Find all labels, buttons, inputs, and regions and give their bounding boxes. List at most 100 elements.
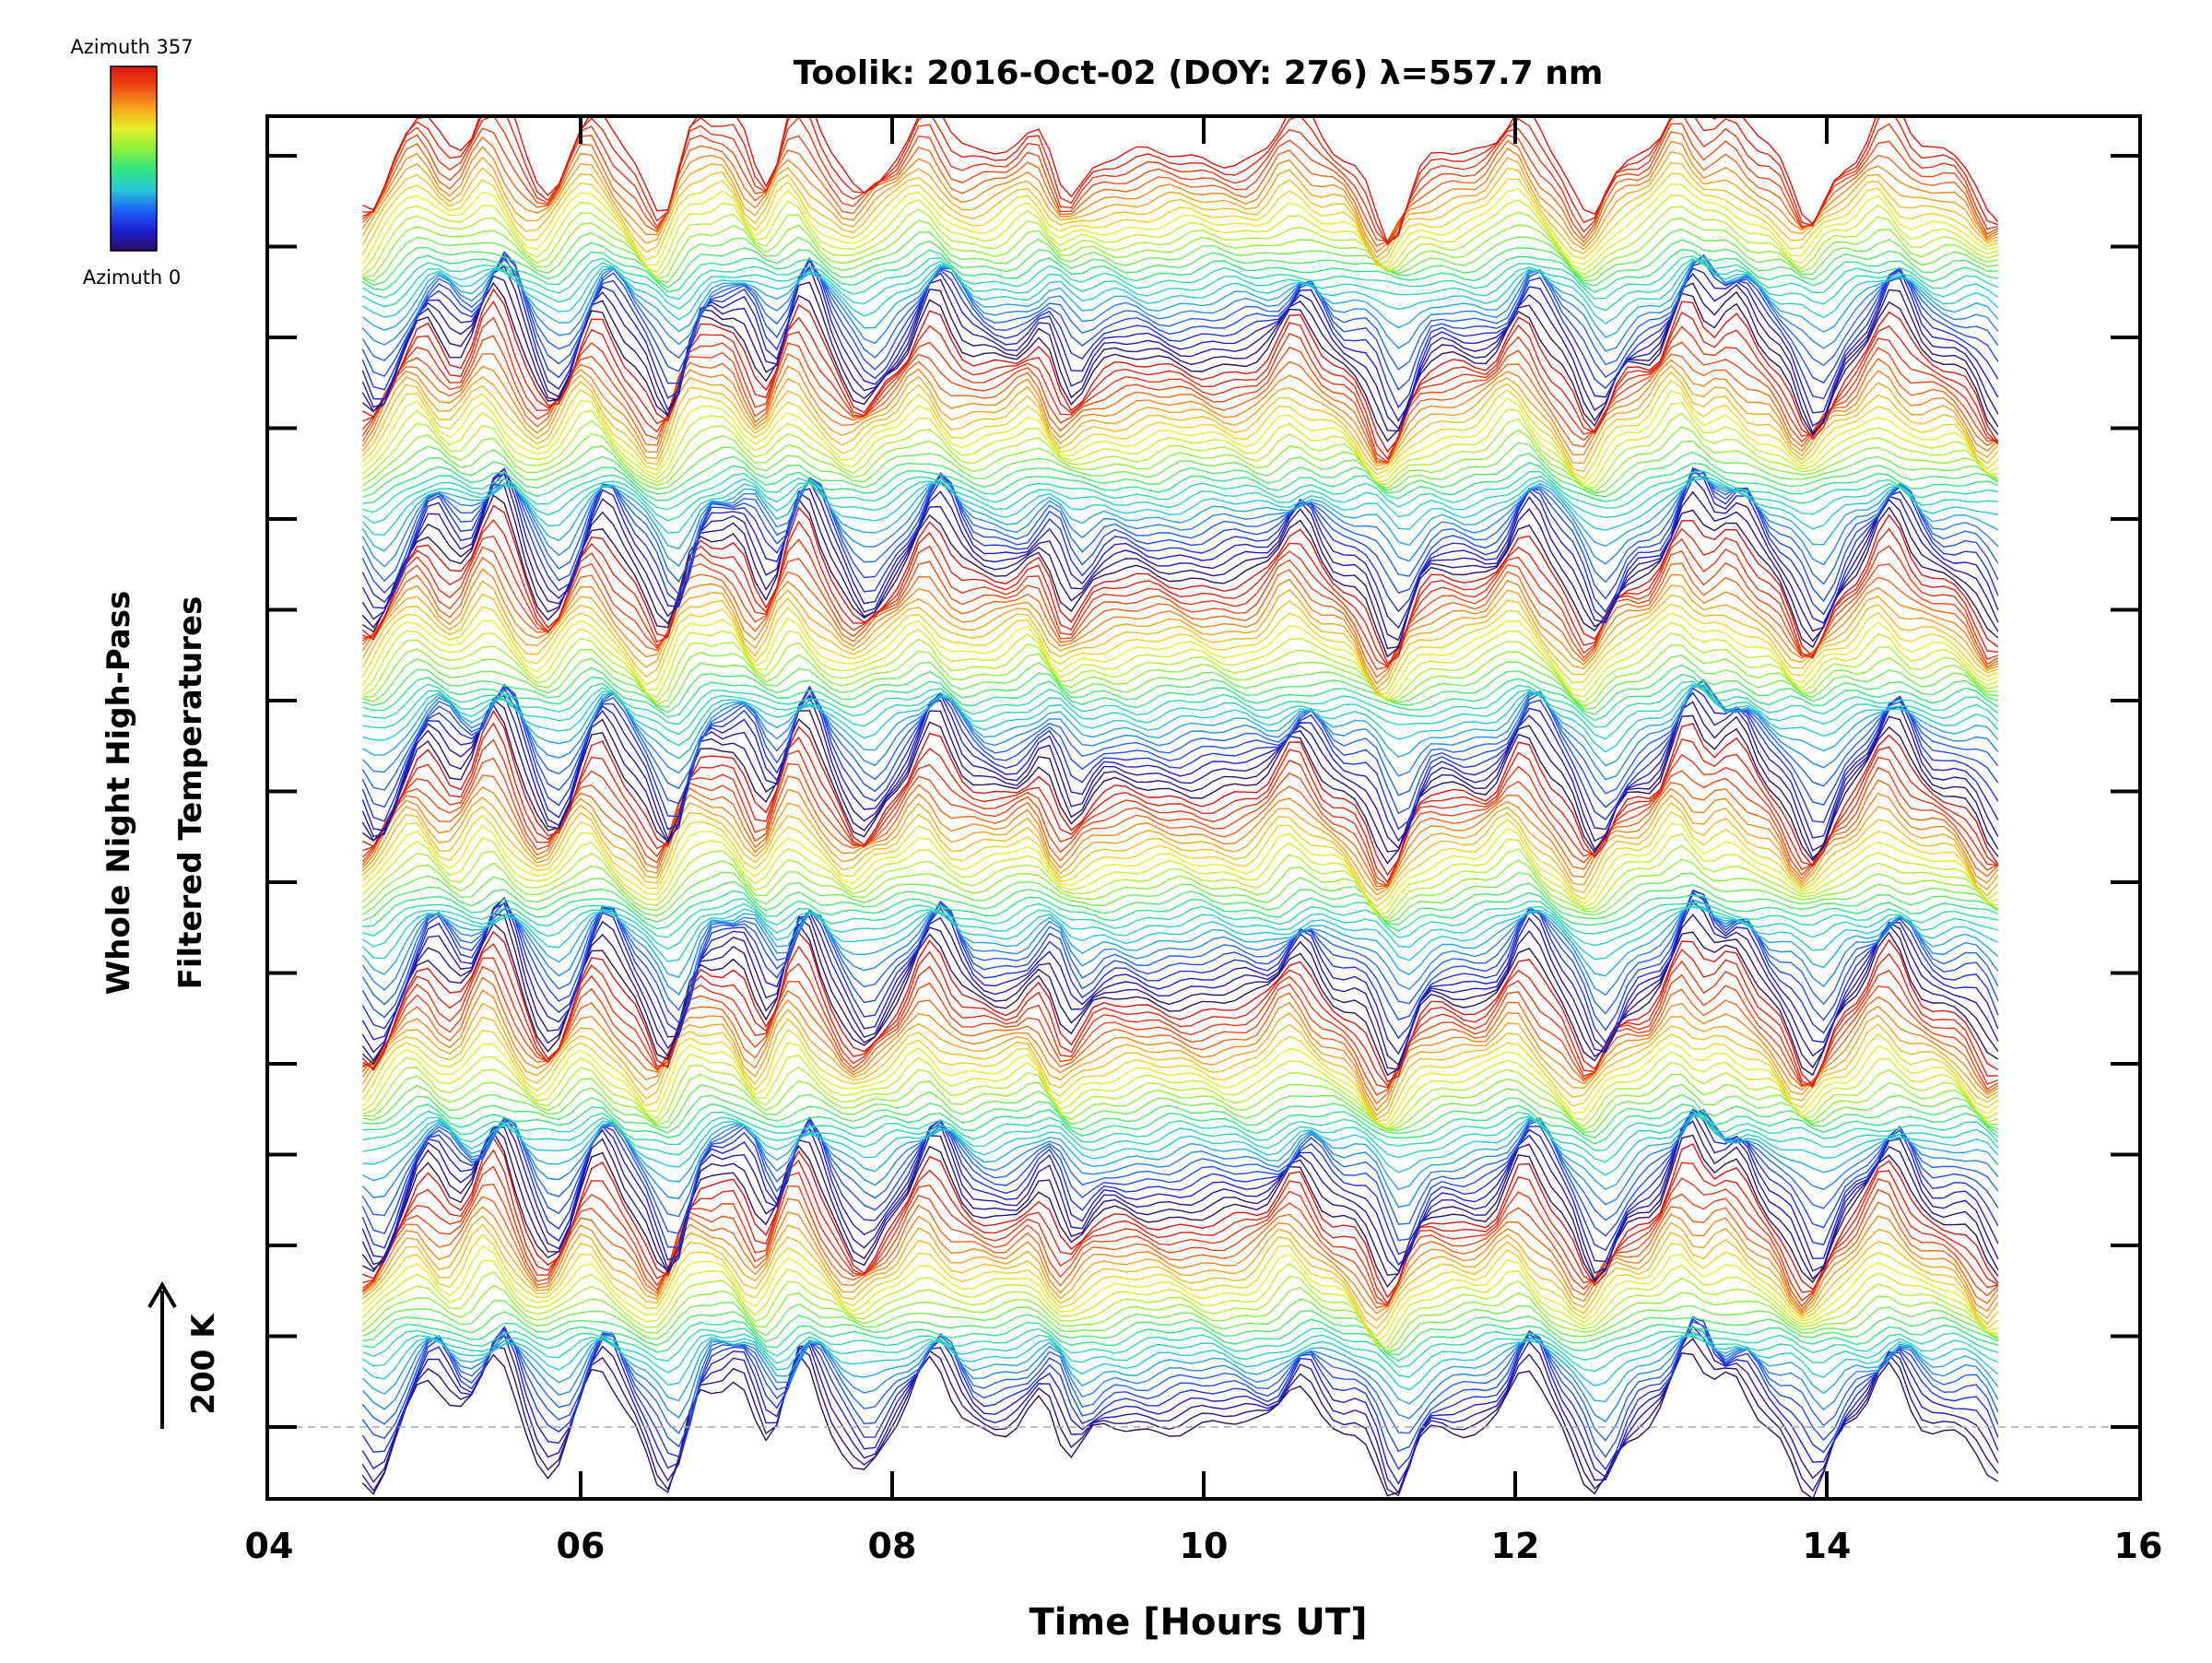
x-tick-label: 10 [1180,1526,1229,1566]
series-line [362,1318,1999,1362]
series-line [362,871,1999,924]
series-line [362,1149,1999,1305]
series-line [361,832,1998,916]
series-line [362,890,1999,932]
series-line [361,621,1999,702]
series-line [361,556,1999,678]
series-line [361,1244,1999,1343]
series-line [362,118,1999,244]
series-line [362,229,1999,283]
x-tick-label: 06 [557,1526,606,1566]
series-line [361,364,1999,467]
series-line [361,903,1999,978]
series-line [361,1016,1999,1121]
series-line [362,1333,1999,1378]
series-line [361,183,1999,268]
scale-bar-label: 200 K [185,1313,222,1415]
series-group [361,118,1999,1499]
series-line [361,1326,1999,1422]
x-tick-label: 14 [1803,1526,1852,1566]
series-line [361,466,1999,616]
series-line [361,483,1999,650]
series-line [362,684,1999,767]
series-line [362,1113,1999,1163]
series-line [362,248,1999,293]
series-line [362,462,1999,504]
series-line [361,371,1999,473]
x-tick-label: 16 [2114,1526,2163,1566]
series-line [361,1335,1999,1391]
series-line [361,475,1998,525]
colorbar-top-label: Azimuth 357 [70,36,193,58]
series-line [361,794,1999,896]
series-line [362,957,1999,1089]
series-line [362,880,1999,926]
series-line [361,1325,1999,1494]
series-line [362,1115,1999,1176]
series-line [361,687,1999,843]
series-line [361,930,1999,1087]
series-line [362,664,1999,715]
x-tick-label: 08 [868,1526,917,1566]
series-line [362,643,1998,708]
series-line [362,943,1998,1088]
series-line [361,1331,1999,1405]
series-line [362,1073,1998,1131]
series-line [362,1093,1999,1138]
series-line [362,1298,1999,1354]
series-line [361,989,1999,1112]
series-line [362,300,1999,460]
series-line [362,254,1999,301]
series-line [362,451,1999,498]
series-line [361,603,1999,696]
series-line [361,922,1999,1077]
series-line [361,1042,1999,1126]
series-line [361,379,1999,480]
series-line [362,1130,1999,1289]
series-line [361,131,1999,247]
series-line [362,257,1999,312]
series-line [362,680,1999,728]
series-line [362,288,1999,454]
series-line [362,709,1999,877]
series-line [361,1051,1999,1129]
series-line [361,900,1999,1067]
series-line [361,1120,1999,1281]
series-line [361,1233,1999,1338]
scale-bar [147,1281,177,1429]
colorbar-bottom-label: Azimuth 0 [83,266,182,289]
x-tick-label: 12 [1491,1526,1540,1566]
series-line [361,1183,1999,1308]
series-line [362,684,1999,753]
series-line [361,894,1999,1015]
colorbar [110,65,158,252]
series-line [361,476,1999,568]
series-line [361,891,1999,1056]
series-line [361,906,1999,962]
series-line [361,1109,1999,1225]
series-line [361,1223,1999,1330]
series-line [361,1318,1999,1485]
series-line [362,1327,1999,1368]
series-line [361,1111,1999,1274]
series-line [361,265,1999,430]
series-line [361,899,1999,997]
series-line [361,281,1999,442]
series-line [361,1165,1999,1307]
series-line [362,217,1999,281]
series-line [361,822,1999,914]
series-line [361,478,1999,537]
series-line [361,593,1999,694]
series-line [361,844,1999,919]
series-line [361,890,1999,1032]
series-line [361,976,1999,1105]
series-line [362,722,1999,884]
series-line [361,889,1999,1044]
series-line [362,518,1998,667]
series-line [361,390,1999,486]
y-axis-label-line1: Whole Night High-Pass [100,591,137,996]
series-line [362,897,1999,938]
series-line [361,172,1999,266]
